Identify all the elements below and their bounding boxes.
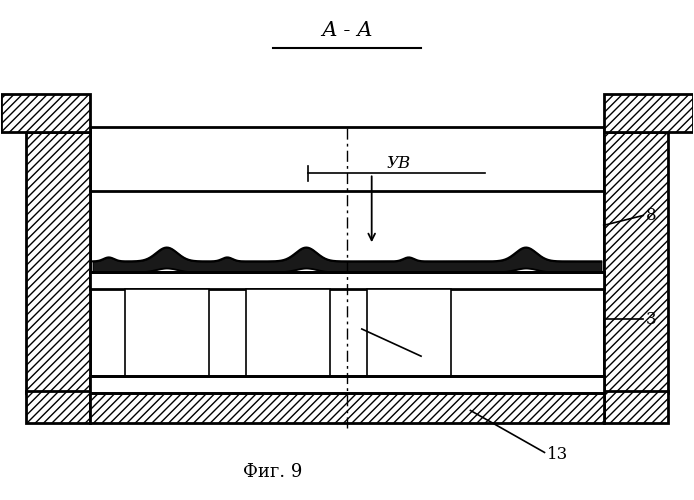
Bar	[26, 390, 90, 423]
Bar	[246, 290, 330, 376]
Bar	[1, 94, 90, 132]
Bar	[604, 94, 693, 132]
Text: 8: 8	[645, 207, 657, 224]
Text: Фиг. 9: Фиг. 9	[244, 463, 303, 481]
Bar	[604, 132, 668, 393]
Bar	[366, 290, 450, 376]
Bar	[90, 390, 604, 423]
Bar	[125, 290, 209, 376]
Text: 3: 3	[645, 310, 657, 328]
Bar	[90, 376, 604, 393]
Text: А - А: А - А	[321, 21, 373, 40]
Text: 13: 13	[547, 446, 568, 464]
Bar	[90, 272, 604, 289]
Text: УВ: УВ	[387, 155, 411, 172]
Bar	[90, 126, 604, 393]
Bar	[604, 390, 668, 423]
Bar	[26, 132, 90, 393]
